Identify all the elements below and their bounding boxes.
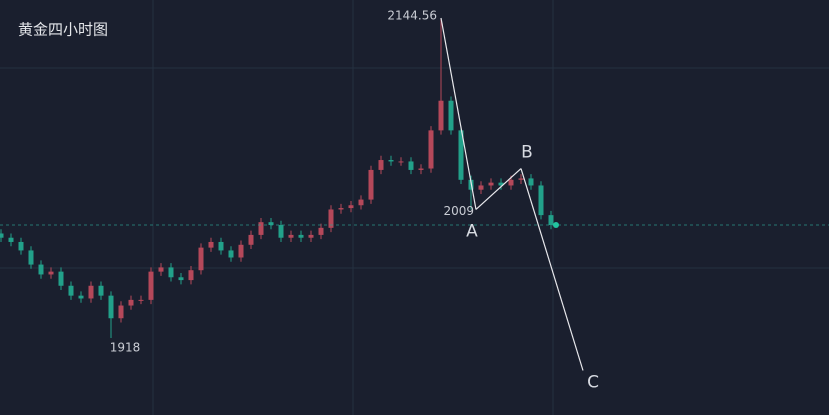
candle-body bbox=[168, 267, 174, 278]
candle-body bbox=[38, 264, 44, 275]
wave-line bbox=[520, 168, 584, 371]
chart-title: 黄金四小时图 bbox=[18, 21, 108, 39]
candle-body bbox=[348, 205, 354, 209]
candle-body bbox=[28, 250, 34, 265]
candle-body bbox=[278, 225, 284, 238]
candle-body bbox=[488, 182, 494, 186]
candle-body bbox=[238, 244, 244, 258]
candle-body bbox=[498, 182, 504, 186]
candle-body bbox=[448, 100, 454, 131]
wave-label: B bbox=[521, 143, 533, 163]
candle-body bbox=[388, 160, 394, 162]
candle-body bbox=[268, 222, 274, 226]
candle-body bbox=[548, 215, 554, 226]
candle-body bbox=[318, 227, 324, 235]
candle-body bbox=[258, 222, 264, 235]
price-label: 2144.56 bbox=[387, 8, 437, 22]
candle-body bbox=[298, 234, 304, 238]
candle-body bbox=[308, 234, 314, 238]
candle-body bbox=[178, 277, 184, 281]
candle-body bbox=[408, 161, 414, 170]
candle-body bbox=[478, 185, 484, 190]
candle-body bbox=[218, 241, 224, 251]
candle-body bbox=[48, 271, 54, 275]
candle-body bbox=[198, 247, 204, 271]
price-label: 1918 bbox=[110, 341, 141, 355]
candle-body bbox=[8, 237, 14, 242]
candle-body bbox=[338, 208, 344, 210]
candle-body bbox=[68, 285, 74, 296]
current-price-dot bbox=[553, 222, 559, 229]
candle-body bbox=[208, 241, 214, 248]
candle-body bbox=[58, 271, 64, 286]
candle-body bbox=[78, 295, 84, 299]
candle-body bbox=[458, 130, 464, 180]
candle-body bbox=[98, 285, 104, 296]
candle-body bbox=[528, 178, 534, 186]
candle-body bbox=[248, 234, 254, 245]
candle-body bbox=[148, 271, 154, 300]
price-label: 2009 bbox=[443, 204, 474, 218]
candle-body bbox=[158, 267, 164, 272]
wave-label: A bbox=[466, 221, 478, 241]
candle-body bbox=[428, 130, 434, 169]
wave-line bbox=[475, 168, 522, 210]
candle-body bbox=[418, 168, 424, 170]
candle-body bbox=[228, 250, 234, 258]
candle-body bbox=[378, 160, 384, 170]
candle-body bbox=[438, 100, 444, 131]
candle-body bbox=[328, 209, 334, 228]
wave-label: C bbox=[587, 373, 599, 393]
candle-body bbox=[518, 178, 524, 180]
candle-body bbox=[188, 270, 194, 281]
candle-body bbox=[128, 299, 134, 306]
candle-body bbox=[358, 199, 364, 206]
candle-body bbox=[288, 234, 294, 238]
candle-body bbox=[508, 179, 514, 186]
candle-body bbox=[88, 285, 94, 299]
candle-body bbox=[0, 233, 4, 238]
candle-body bbox=[18, 241, 24, 251]
candle-body bbox=[368, 169, 374, 200]
candle-body bbox=[138, 299, 144, 301]
candle-body bbox=[118, 305, 124, 319]
candle-body bbox=[108, 295, 114, 319]
candle-body bbox=[538, 185, 544, 216]
candle-body bbox=[398, 161, 404, 163]
wave-line bbox=[440, 17, 477, 210]
